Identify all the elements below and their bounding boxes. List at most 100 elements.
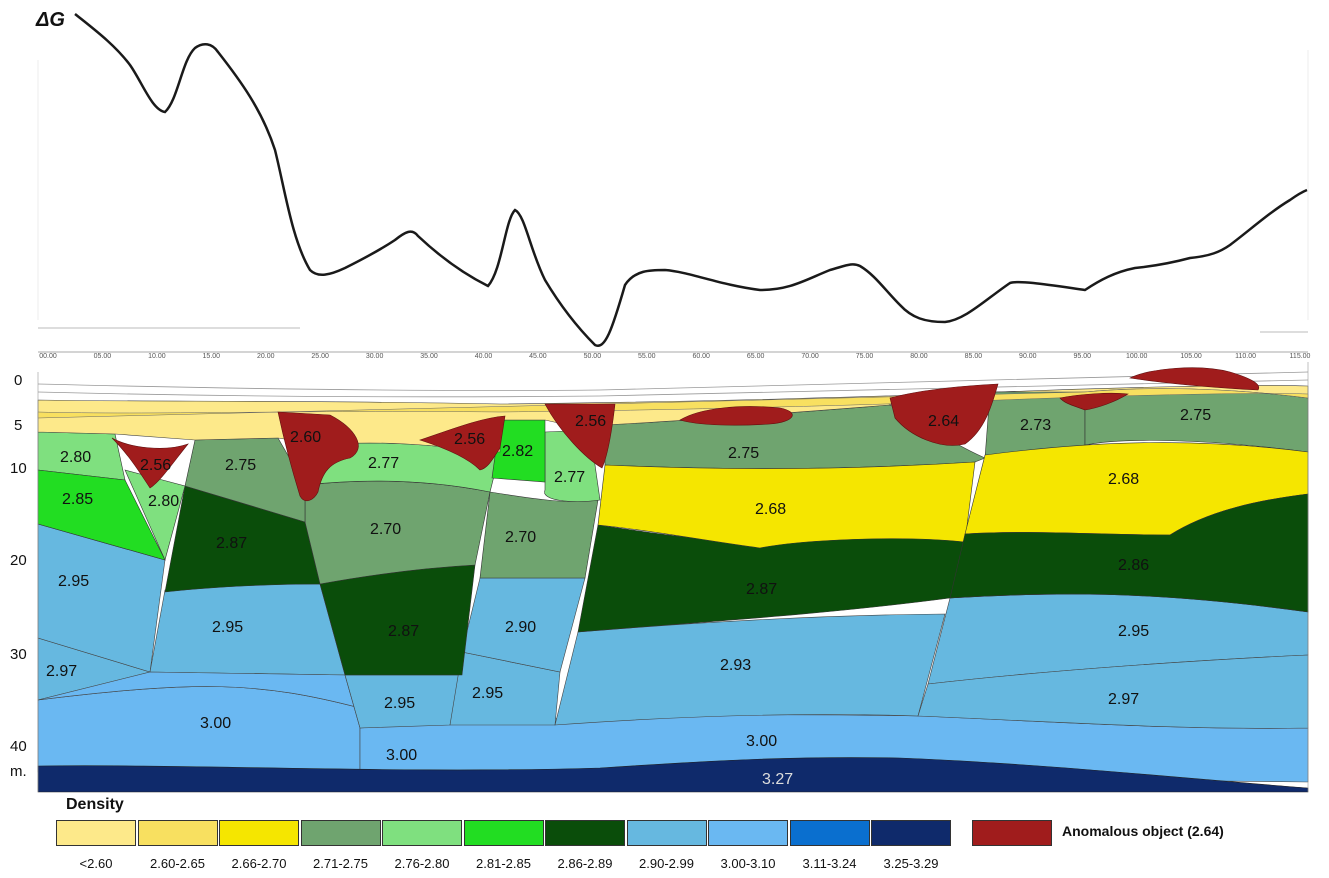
anomaly-1 (111, 437, 189, 489)
legend-swatch (463, 820, 544, 846)
layer-label: 2.68 (755, 501, 786, 518)
legend-swatch-label: 2.76-2.80 (394, 856, 450, 871)
layer-label: 2.80 (60, 449, 91, 466)
profile-x-tick: 35.00 (420, 353, 438, 360)
density-legend: <2.60 2.60-2.65 2.66-2.70 2.71-2.75 2.76-2.8… (56, 820, 951, 871)
legend-title: Density (66, 796, 124, 813)
depth-unit: m. (10, 763, 27, 780)
layer-label: 2.87 (216, 535, 247, 552)
layer-3.27 (37, 757, 1309, 793)
legend-swatch-label: 2.90-2.99 (639, 856, 694, 871)
anomalous-objects (111, 367, 1260, 502)
legend-swatch (871, 820, 951, 846)
layer-2.95-b (149, 583, 346, 676)
legend-swatch-label: 3.25-3.29 (883, 856, 939, 871)
layer-label: 2.97 (1108, 691, 1139, 708)
legend-swatch (626, 820, 707, 846)
layer-label: 2.87 (388, 623, 419, 640)
anomaly-5 (679, 406, 793, 426)
profile-x-tick: 105.00 (1180, 353, 1202, 360)
profile-x-tick: 95.00 (1073, 353, 1091, 360)
profile-ylabel: ΔG (35, 9, 65, 31)
layer-label: 2.82 (502, 443, 533, 460)
layer-label: 2.56 (454, 431, 485, 448)
layer-label: 2.97 (46, 663, 77, 680)
profile-x-tick: 70.00 (801, 353, 819, 360)
anomaly-4 (544, 403, 616, 469)
legend-swatch-label: 2.86-2.89 (557, 856, 613, 871)
profile-x-ticks: 00.00 05.00 10.00 15.00 20.00 25.00 30.00 35.00… (39, 353, 1310, 360)
density-section: 0 5 10 20 30 40 m. 2.80 2.56 2.75 2.60 2… (10, 362, 1309, 793)
depth-tick: 20 (10, 552, 27, 569)
profile-x-tick: 05.00 (94, 353, 112, 360)
layer-label: 3.00 (386, 747, 417, 764)
legend-swatch-label: 2.81-2.85 (476, 856, 531, 871)
legend-swatch (56, 820, 136, 846)
legend-swatch (219, 820, 299, 846)
legend-swatch-label: 2.71-2.75 (313, 856, 368, 871)
layer-label: 2.70 (370, 521, 401, 538)
anomaly-legend-swatch (972, 820, 1052, 846)
profile-x-tick: 20.00 (257, 353, 275, 360)
layer-3.00-bottom (37, 686, 361, 773)
profile-x-tick: 25.00 (311, 353, 329, 360)
layer-labels: 2.80 2.56 2.75 2.60 2.77 2.56 2.82 2.56 … (46, 407, 1211, 788)
profile-x-tick: 90.00 (1019, 353, 1037, 360)
layer-label: 2.56 (575, 413, 606, 430)
layer-label: 2.73 (1020, 417, 1051, 434)
layer-label: 2.95 (212, 619, 243, 636)
legend-swatch-label: 3.11-3.24 (802, 856, 857, 871)
layer-label: 2.77 (554, 469, 585, 486)
anomaly-7 (1059, 392, 1129, 411)
layer-label: 2.68 (1108, 471, 1139, 488)
depth-tick: 30 (10, 646, 27, 663)
gravity-curve (74, 13, 1308, 347)
layer-label: 2.90 (505, 619, 536, 636)
anomaly-3 (419, 415, 506, 471)
legend-swatch (137, 820, 218, 846)
depth-axis: 0 5 10 20 30 40 m. (10, 372, 27, 780)
layer-label: 3.00 (746, 733, 777, 750)
profile-x-tick: 60.00 (692, 353, 710, 360)
layer-label: 3.00 (200, 715, 231, 732)
depth-tick: 40 (10, 738, 27, 755)
layer-label: 2.60 (290, 429, 321, 446)
layer-2.68-a (597, 461, 976, 549)
layer-label: 2.95 (384, 695, 415, 712)
profile-x-tick: 30.00 (366, 353, 384, 360)
layer-2.70-b (479, 491, 599, 579)
depth-tick: 0 (14, 372, 22, 389)
layer-label: 2.86 (1118, 557, 1149, 574)
profile-x-tick: 100.00 (1126, 353, 1148, 360)
profile-x-tick: 55.00 (638, 353, 656, 360)
profile-x-tick: 80.00 (910, 353, 928, 360)
surface-lines (37, 371, 1309, 398)
layer-label: 2.95 (58, 573, 89, 590)
layer-label: 2.64 (928, 413, 959, 430)
layer-label: 2.87 (746, 581, 777, 598)
layer-label: 2.56 (140, 457, 171, 474)
depth-tick: 5 (14, 417, 22, 434)
layer-label: 2.93 (720, 657, 751, 674)
profile-x-tick: 00.00 (39, 353, 57, 360)
layer-2.86 (949, 493, 1309, 613)
layer-label: 2.95 (1118, 623, 1149, 640)
profile-x-tick: 115.00 (1290, 353, 1311, 360)
anomaly-legend-label: Anomalous object (2.64) (1062, 823, 1224, 839)
layer-label: 3.27 (762, 771, 793, 788)
profile-x-tick: 10.00 (148, 353, 166, 360)
legend-swatch-label: 2.60-2.65 (150, 856, 205, 871)
legend-swatch-label: 2.66-2.70 (231, 856, 287, 871)
legend-swatch (789, 820, 870, 846)
profile-x-tick: 50.00 (584, 353, 602, 360)
profile-x-tick: 45.00 (529, 353, 547, 360)
layer-2.87-mid (319, 564, 476, 676)
anomaly-6 (889, 383, 999, 446)
depth-tick: 10 (10, 460, 27, 477)
layer-label: 2.75 (225, 457, 256, 474)
profile-x-tick: 40.00 (475, 353, 493, 360)
layer-label: 2.85 (62, 491, 93, 508)
layer-label: 2.80 (148, 493, 179, 510)
legend-swatch (708, 820, 788, 846)
